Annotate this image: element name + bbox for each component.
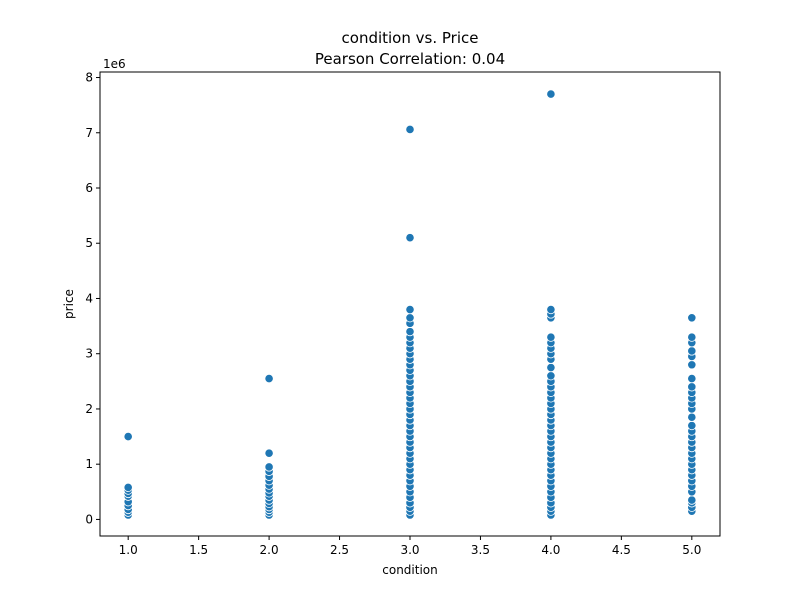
y-tick-label: 7 [85,126,93,140]
data-point [123,482,133,492]
data-point [546,332,556,342]
data-point [546,304,556,315]
y-axis-ticks: 0 1 2 3 4 5 6 7 8 [85,71,100,526]
x-tick-label: 3.0 [400,543,419,557]
data-point [687,346,697,356]
y-tick-label: 4 [85,291,93,305]
data-point [546,362,556,373]
data-point [687,382,697,392]
data-point [123,431,133,442]
y-tick-label: 6 [85,181,93,195]
data-point [546,89,556,99]
x-tick-label: 1.0 [119,543,138,557]
data-point [687,495,697,505]
data-point [405,327,415,337]
y-tick-label: 5 [85,236,93,250]
y-tick-label: 1 [85,457,93,471]
data-point [264,448,274,458]
data-point [687,332,697,342]
y-tick-label: 8 [85,71,93,85]
y-tick-label: 3 [85,347,93,361]
y-tick-label: 0 [85,512,93,526]
data-point [687,373,697,384]
data-point [264,373,274,384]
x-tick-label: 5.0 [682,543,701,557]
x-axis-label: condition [382,563,437,577]
data-point [687,360,697,370]
x-axis-ticks: 1.0 1.5 2.0 2.5 3.0 3.5 4.0 4.5 5.0 [119,536,701,557]
chart-title: condition vs. Price [342,29,479,47]
x-tick-label: 2.0 [260,543,279,557]
data-point [405,313,415,323]
y-axis-offset-label: 1e6 [103,57,126,71]
data-point [405,233,415,243]
x-tick-label: 4.5 [612,543,631,557]
data-point [405,124,415,135]
chart-subtitle: Pearson Correlation: 0.04 [315,50,505,68]
x-tick-label: 2.5 [330,543,349,557]
data-point [546,371,556,381]
x-tick-label: 4.0 [541,543,560,557]
data-point [687,420,697,431]
data-point [687,412,697,422]
data-point [264,462,274,472]
x-tick-label: 3.5 [471,543,490,557]
data-points [123,89,697,520]
y-axis-label: price [62,289,76,319]
data-point [405,304,415,315]
data-point [687,313,697,323]
x-tick-label: 1.5 [189,543,208,557]
y-tick-label: 2 [85,402,93,416]
